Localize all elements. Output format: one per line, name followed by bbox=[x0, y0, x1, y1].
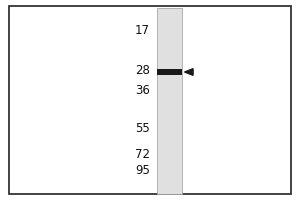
Text: 55: 55 bbox=[135, 121, 150, 134]
FancyBboxPatch shape bbox=[9, 6, 291, 194]
Text: 95: 95 bbox=[135, 164, 150, 176]
Bar bbox=[157, 8, 182, 194]
Bar bbox=[157, 69, 182, 75]
Text: 36: 36 bbox=[135, 84, 150, 97]
Text: 17: 17 bbox=[135, 24, 150, 38]
Text: 72: 72 bbox=[135, 148, 150, 162]
Polygon shape bbox=[184, 69, 193, 75]
Text: 28: 28 bbox=[135, 64, 150, 77]
